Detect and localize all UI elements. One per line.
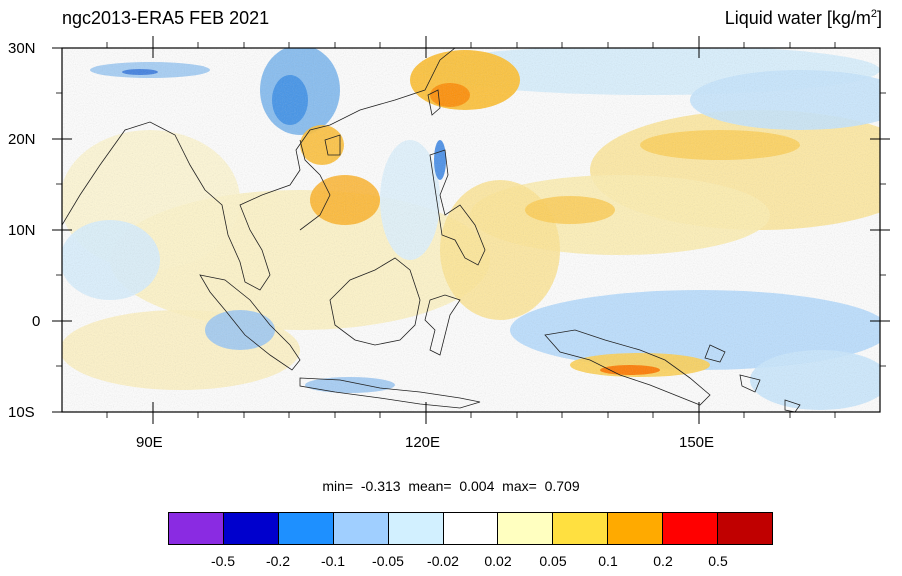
variable-title: Liquid water [kg/m2] [725, 8, 882, 29]
liquid-water-field [62, 48, 880, 412]
lon-label-90e: 90E [136, 434, 163, 451]
colorbar-label: -0.1 [320, 553, 346, 569]
colorbar-box-2 [278, 513, 334, 544]
lat-label-0: 0 [32, 313, 41, 330]
colorbar-box-7 [553, 513, 609, 544]
mean-value: 0.004 [459, 478, 495, 494]
colorbar-label: 0.2 [653, 553, 673, 569]
colorbar-label: -0.2 [265, 553, 291, 569]
lon-label-120e: 120E [405, 434, 441, 451]
units-label: [kg/m2] [826, 8, 882, 28]
colorbar-box-4 [388, 513, 444, 544]
colorbar-label: -0.02 [427, 553, 459, 569]
colorbar-label: -0.05 [372, 553, 404, 569]
colorbar-label: 0.1 [598, 553, 618, 569]
colorbar-box-8 [608, 513, 664, 544]
lon-label-150e: 150E [679, 434, 715, 451]
colorbar-label: 0.5 [708, 553, 728, 569]
field-statistics: min= -0.313 mean= 0.004 max= 0.709 [322, 478, 580, 494]
colorbar-box-10 [718, 513, 772, 544]
colorbar-box-6 [498, 513, 554, 544]
colorbar-box-9 [663, 513, 719, 544]
colorbar-label: -0.5 [210, 553, 236, 569]
plot-title: ngc2013-ERA5 FEB 2021 [62, 8, 270, 28]
min-value: -0.313 [360, 478, 401, 494]
colorbar-box-1 [223, 513, 279, 544]
lat-label-30n: 30N [8, 40, 36, 57]
colorbar-label: 0.05 [539, 553, 567, 569]
colorbar-box-3 [333, 513, 389, 544]
axis-ticks [52, 36, 890, 424]
max-value: 0.709 [544, 478, 580, 494]
colorbar-label: 0.02 [484, 553, 512, 569]
coastlines [62, 48, 801, 412]
colorbar-box-5 [443, 513, 499, 544]
lat-label-20n: 20N [8, 131, 36, 148]
lat-label-10s: 10S [8, 404, 35, 421]
variable-name: Liquid water [724, 8, 822, 28]
colorbar [168, 512, 773, 545]
lat-label-10n: 10N [8, 222, 36, 239]
colorbar-box-0 [169, 513, 224, 544]
